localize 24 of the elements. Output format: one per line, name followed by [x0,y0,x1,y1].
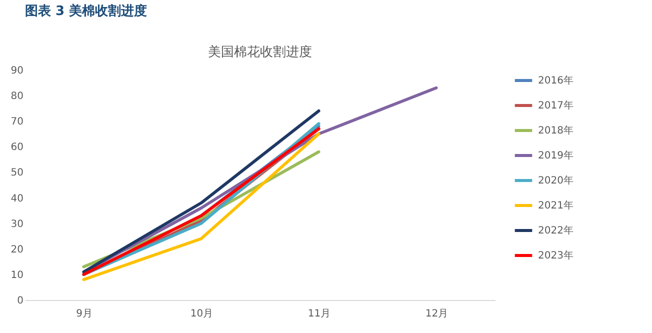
y-tick-label: 10 [10,270,24,281]
y-tick-label: 60 [10,142,24,154]
legend-label: 2017年 [538,100,574,112]
legend-label: 2022年 [538,224,574,236]
chart-title: 美国棉花收割进度 [208,44,312,60]
legend-label: 2016年 [538,74,574,86]
y-tick-label: 90 [10,66,24,76]
y-tick-label: 40 [10,193,24,204]
y-tick-label: 50 [10,168,24,179]
y-tick-label: 0 [17,296,24,306]
x-tick-label: 11月 [308,308,331,320]
legend-label: 2019年 [538,150,574,162]
x-tick-label: 10月 [190,308,214,320]
legend-label: 2023年 [538,250,574,262]
y-tick-label: 20 [10,244,24,256]
y-tick-label: 80 [10,91,24,102]
y-tick-label: 70 [10,116,24,128]
x-tick-label: 12月 [425,308,448,320]
x-tick-label: 9月 [76,308,92,320]
text: 图表 3 美棉收割进度 [25,3,148,19]
legend-label: 2021年 [538,200,574,212]
legend-label: 2018年 [538,124,574,136]
legend-label: 2020年 [538,174,574,186]
y-tick-label: 30 [10,218,24,230]
